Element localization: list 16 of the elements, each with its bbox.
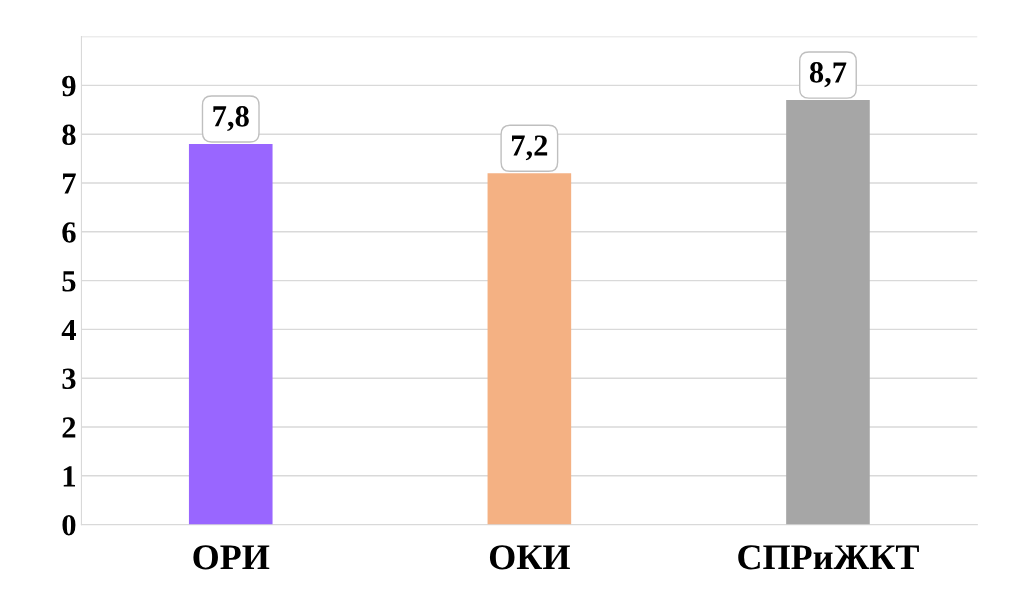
y-tick-label: 3: [62, 368, 76, 390]
y-tick-label: 5: [62, 271, 76, 292]
data-label: 7,2: [512, 135, 548, 161]
y-tick-label: 8: [62, 124, 76, 146]
y-tick-label: 2: [62, 417, 76, 438]
y-tick-label: 1: [63, 466, 75, 487]
y-tick-label: 7: [63, 173, 76, 194]
y-tick-label: 0: [62, 514, 76, 536]
y-tick-label: 4: [61, 319, 77, 340]
data-label: 7,8: [213, 106, 249, 132]
x-tick-label: СПРиЖКТ: [738, 545, 919, 570]
x-tick-label: ОКИ: [489, 545, 570, 570]
y-tick-label: 6: [62, 222, 76, 243]
y-tick-label: 9: [62, 75, 76, 97]
x-tick-label: ОРИ: [193, 545, 270, 570]
data-label: 8,7: [809, 62, 847, 88]
